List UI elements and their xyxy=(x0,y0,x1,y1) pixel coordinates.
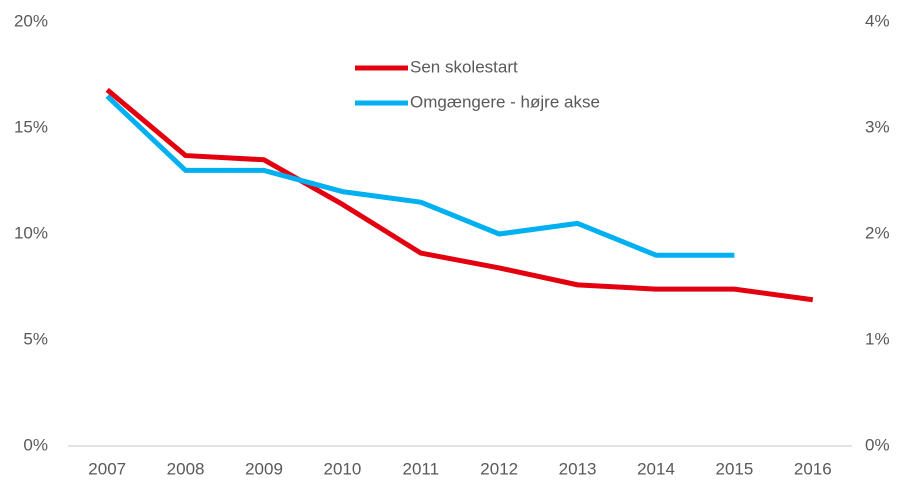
x-tick-label: 2011 xyxy=(403,459,440,478)
y2-tick-label: 3% xyxy=(865,117,890,136)
y-tick-label: 15% xyxy=(14,117,48,136)
y2-tick-label: 0% xyxy=(865,435,890,454)
y-tick-label: 10% xyxy=(14,223,48,242)
legend-label: Omgængere - højre akse xyxy=(410,92,600,111)
x-tick-label: 2016 xyxy=(794,459,832,478)
line-series xyxy=(105,94,735,258)
y-tick-label: 20% xyxy=(14,11,48,30)
x-tick-label: 2009 xyxy=(245,459,283,478)
x-tick-label: 2014 xyxy=(637,459,675,478)
x-tick-label: 2013 xyxy=(559,459,597,478)
line-series xyxy=(105,87,814,303)
legend-label: Sen skolestart xyxy=(410,57,518,76)
x-tick-label: 2012 xyxy=(480,459,518,478)
x-tick-label: 2015 xyxy=(715,459,753,478)
y-tick-label: 0% xyxy=(23,435,48,454)
x-tick-label: 2007 xyxy=(88,459,126,478)
y2-tick-label: 1% xyxy=(865,329,890,348)
y-tick-label: 5% xyxy=(23,329,48,348)
y2-tick-label: 4% xyxy=(865,11,890,30)
y2-tick-label: 2% xyxy=(865,223,890,242)
x-tick-label: 2008 xyxy=(167,459,205,478)
x-tick-label: 2010 xyxy=(323,459,361,478)
